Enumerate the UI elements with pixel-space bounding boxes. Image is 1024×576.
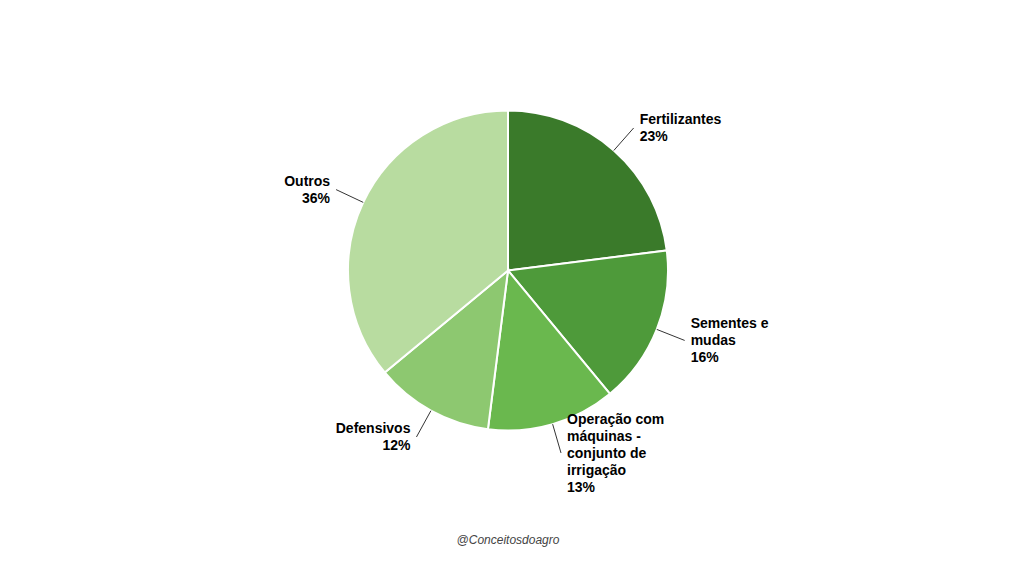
svg-text:Sementes emudas16%: Sementes emudas16% [691,315,769,365]
svg-text:Defensivos12%: Defensivos12% [336,420,411,453]
svg-text:Operação commáquinas -conjunto: Operação commáquinas -conjunto deirrigaç… [567,411,664,495]
svg-text:Outros36%: Outros36% [284,173,330,206]
svg-text:Fertilizantes23%: Fertilizantes23% [640,111,722,144]
html-text:@Conceitosdoagro: @Conceitosdoagro [456,533,560,547]
